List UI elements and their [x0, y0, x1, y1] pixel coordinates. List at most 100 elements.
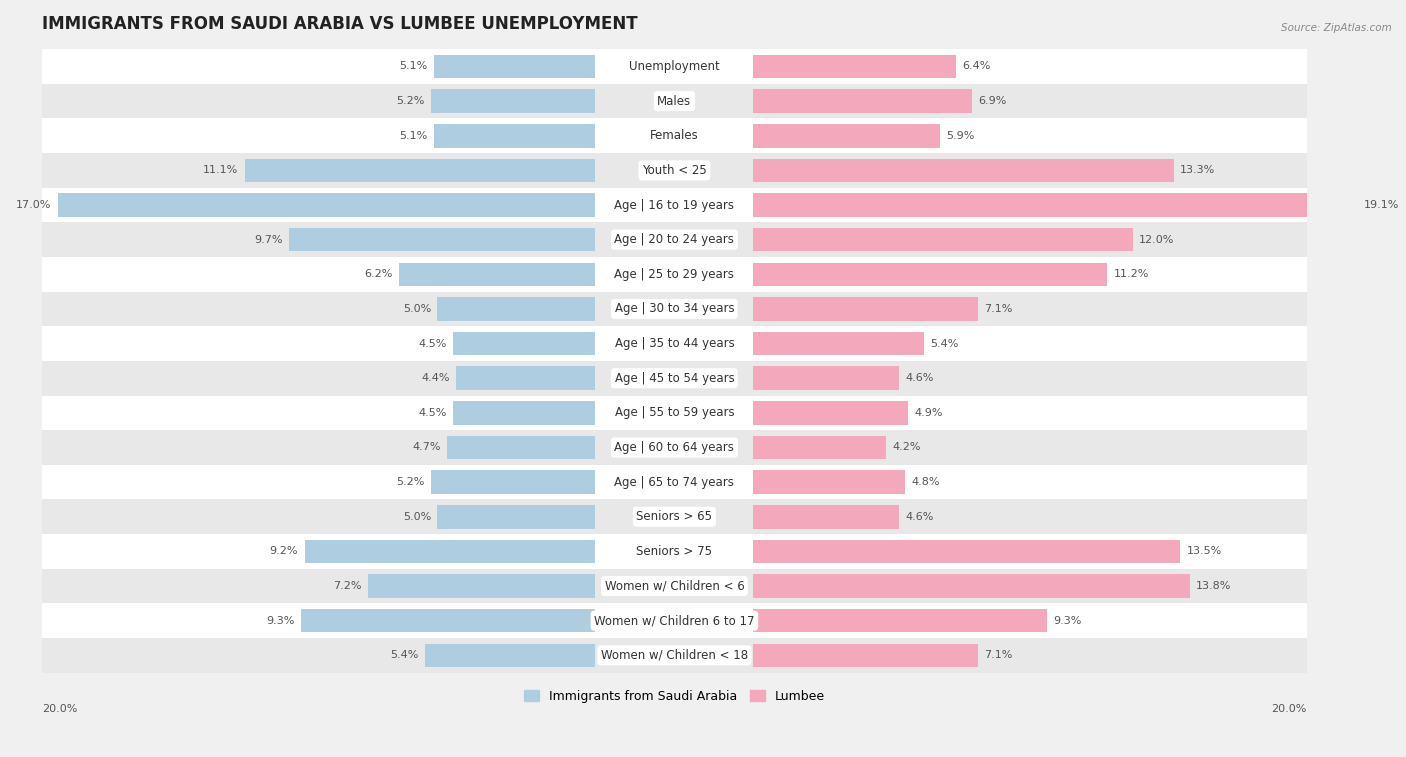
Text: 5.4%: 5.4% [389, 650, 419, 660]
Text: 4.5%: 4.5% [419, 408, 447, 418]
Legend: Immigrants from Saudi Arabia, Lumbee: Immigrants from Saudi Arabia, Lumbee [519, 684, 830, 708]
Bar [42, 638, 1306, 673]
Text: 4.6%: 4.6% [905, 373, 934, 383]
Bar [42, 153, 1306, 188]
Bar [437, 505, 595, 528]
Bar [754, 89, 972, 113]
Bar [447, 436, 595, 459]
Text: 5.2%: 5.2% [396, 96, 425, 106]
Bar [754, 436, 886, 459]
Text: Age | 45 to 54 years: Age | 45 to 54 years [614, 372, 734, 385]
Text: 13.8%: 13.8% [1197, 581, 1232, 591]
Text: Women w/ Children < 6: Women w/ Children < 6 [605, 580, 744, 593]
Text: Unemployment: Unemployment [628, 60, 720, 73]
Bar [305, 540, 595, 563]
Bar [453, 401, 595, 425]
Text: Age | 30 to 34 years: Age | 30 to 34 years [614, 303, 734, 316]
Text: 17.0%: 17.0% [17, 200, 52, 210]
Bar [288, 228, 595, 251]
Text: 6.2%: 6.2% [364, 269, 394, 279]
Text: 11.1%: 11.1% [202, 165, 238, 176]
Text: 5.0%: 5.0% [402, 512, 432, 522]
Bar [42, 430, 1306, 465]
Bar [42, 569, 1306, 603]
Text: 5.1%: 5.1% [399, 61, 427, 71]
Text: 12.0%: 12.0% [1139, 235, 1174, 245]
Text: Age | 60 to 64 years: Age | 60 to 64 years [614, 441, 734, 454]
Bar [42, 603, 1306, 638]
Text: Women w/ Children 6 to 17: Women w/ Children 6 to 17 [595, 614, 755, 628]
Text: 5.9%: 5.9% [946, 131, 974, 141]
Text: 7.1%: 7.1% [984, 650, 1012, 660]
Bar [754, 366, 898, 390]
Text: 4.9%: 4.9% [915, 408, 943, 418]
Text: 5.0%: 5.0% [402, 304, 432, 314]
Bar [754, 540, 1180, 563]
Bar [42, 257, 1306, 291]
Bar [42, 118, 1306, 153]
Bar [754, 263, 1108, 286]
Bar [245, 158, 595, 182]
Text: 9.3%: 9.3% [1053, 615, 1083, 626]
Bar [432, 470, 595, 494]
Bar [754, 609, 1047, 632]
Bar [754, 470, 905, 494]
Bar [432, 89, 595, 113]
Bar [42, 223, 1306, 257]
Bar [368, 575, 595, 598]
Text: Age | 35 to 44 years: Age | 35 to 44 years [614, 337, 734, 350]
Bar [453, 332, 595, 355]
Text: Seniors > 65: Seniors > 65 [637, 510, 713, 523]
Bar [754, 643, 977, 667]
Text: Age | 65 to 74 years: Age | 65 to 74 years [614, 475, 734, 488]
Text: 9.2%: 9.2% [270, 547, 298, 556]
Bar [42, 395, 1306, 430]
Text: 9.3%: 9.3% [267, 615, 295, 626]
Bar [399, 263, 595, 286]
Text: 20.0%: 20.0% [1271, 704, 1306, 714]
Text: Age | 20 to 24 years: Age | 20 to 24 years [614, 233, 734, 246]
Bar [754, 228, 1133, 251]
Bar [754, 575, 1189, 598]
Text: 4.2%: 4.2% [893, 443, 921, 453]
Bar [457, 366, 595, 390]
Bar [754, 158, 1174, 182]
Bar [42, 500, 1306, 534]
Text: 6.9%: 6.9% [977, 96, 1007, 106]
Text: Age | 25 to 29 years: Age | 25 to 29 years [614, 268, 734, 281]
Bar [42, 49, 1306, 84]
Bar [42, 188, 1306, 223]
Bar [42, 534, 1306, 569]
Text: 4.7%: 4.7% [412, 443, 440, 453]
Bar [58, 193, 595, 217]
Text: 13.3%: 13.3% [1180, 165, 1215, 176]
Text: 5.1%: 5.1% [399, 131, 427, 141]
Bar [754, 55, 956, 78]
Text: 4.8%: 4.8% [911, 477, 941, 487]
Bar [754, 332, 924, 355]
Text: 4.6%: 4.6% [905, 512, 934, 522]
Text: IMMIGRANTS FROM SAUDI ARABIA VS LUMBEE UNEMPLOYMENT: IMMIGRANTS FROM SAUDI ARABIA VS LUMBEE U… [42, 15, 638, 33]
Text: Seniors > 75: Seniors > 75 [637, 545, 713, 558]
Bar [42, 361, 1306, 395]
Text: 4.5%: 4.5% [419, 338, 447, 348]
Bar [754, 193, 1357, 217]
Text: Source: ZipAtlas.com: Source: ZipAtlas.com [1281, 23, 1392, 33]
Bar [434, 124, 595, 148]
Bar [754, 505, 898, 528]
Text: 9.7%: 9.7% [254, 235, 283, 245]
Bar [754, 401, 908, 425]
Bar [754, 124, 941, 148]
Bar [437, 298, 595, 321]
Text: 19.1%: 19.1% [1364, 200, 1399, 210]
Text: 6.4%: 6.4% [962, 61, 990, 71]
Bar [425, 643, 595, 667]
Text: Females: Females [650, 129, 699, 142]
Bar [42, 326, 1306, 361]
Text: 7.2%: 7.2% [333, 581, 361, 591]
Text: 4.4%: 4.4% [422, 373, 450, 383]
Text: Age | 16 to 19 years: Age | 16 to 19 years [614, 198, 734, 211]
Text: Youth < 25: Youth < 25 [643, 164, 707, 177]
Bar [42, 465, 1306, 500]
Bar [42, 84, 1306, 118]
